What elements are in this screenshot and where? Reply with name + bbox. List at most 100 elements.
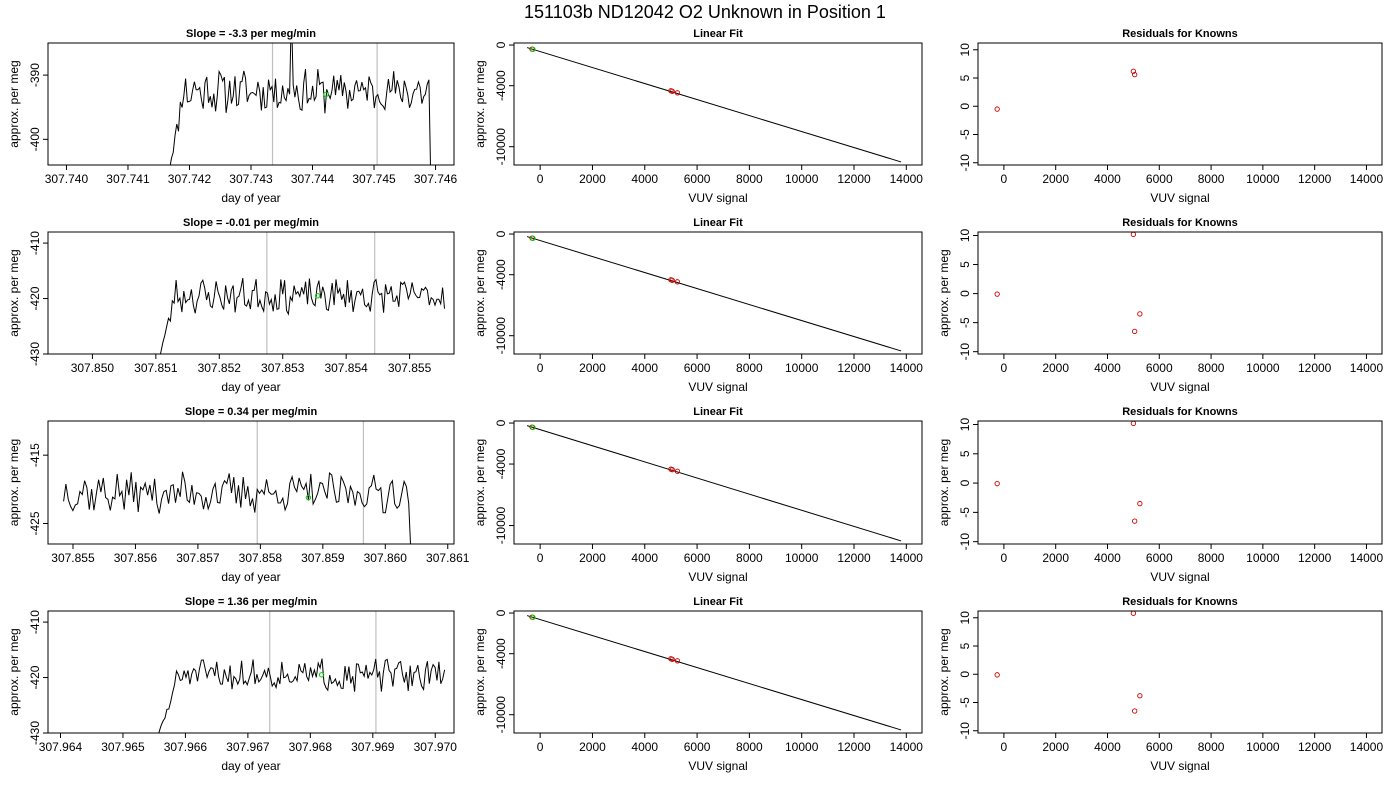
unknown-point xyxy=(530,614,536,621)
y-tick-label: 0 xyxy=(958,103,972,110)
panel-title: Linear Fit xyxy=(693,406,743,418)
x-axis-label: VUV signal xyxy=(688,570,747,584)
y-tick-label: -4000 xyxy=(494,638,508,669)
x-tick-label: 307.859 xyxy=(301,551,345,565)
y-tick-label: -420 xyxy=(28,286,42,310)
x-axis-label: day of year xyxy=(221,191,280,205)
x-tick-label: 6000 xyxy=(1146,361,1173,375)
x-tick-label: 307.968 xyxy=(289,740,333,754)
unknown-point xyxy=(318,672,325,678)
y-tick-label: -10 xyxy=(958,533,972,551)
y-tick-label: 0 xyxy=(494,230,508,237)
plot-frame xyxy=(47,42,455,166)
plot-frame xyxy=(977,42,1383,166)
y-axis-label: approx. per meg xyxy=(7,249,21,336)
y-tick-label: 0 xyxy=(494,609,508,616)
plot-frame xyxy=(513,610,923,734)
x-tick-label: 0 xyxy=(1001,551,1008,565)
x-tick-label: 14000 xyxy=(1350,361,1384,375)
x-tick-label: 6000 xyxy=(684,551,711,565)
x-tick-label: 10000 xyxy=(785,172,819,186)
x-tick-label: 307.852 xyxy=(198,361,242,375)
x-tick-label: 10000 xyxy=(1246,361,1280,375)
y-tick-label: -5 xyxy=(958,129,972,140)
panel-title: Linear Fit xyxy=(693,217,743,229)
y-tick-label: -400 xyxy=(28,127,42,151)
x-tick-label: 8000 xyxy=(736,551,763,565)
panel-title: Slope = 1.36 per meg/min xyxy=(185,596,318,608)
y-tick-label: -10 xyxy=(958,343,972,361)
x-tick-label: 4000 xyxy=(631,172,658,186)
known-point xyxy=(674,90,681,96)
x-tick-label: 4000 xyxy=(631,740,658,754)
x-tick-label: 0 xyxy=(1001,361,1008,375)
x-tick-label: 0 xyxy=(537,740,544,754)
x-tick-label: 12000 xyxy=(1298,361,1332,375)
y-tick-label: -10 xyxy=(958,722,972,740)
known-point xyxy=(1130,68,1137,74)
plot-frame xyxy=(977,231,1383,355)
x-tick-label: 12000 xyxy=(1298,172,1332,186)
x-tick-label: 2000 xyxy=(1042,740,1069,754)
y-tick-label: -425 xyxy=(28,511,42,535)
y-tick-label: 5 xyxy=(958,642,972,649)
x-tick-label: 8000 xyxy=(736,740,763,754)
x-tick-label: 307.740 xyxy=(45,172,89,186)
x-tick-label: 4000 xyxy=(1094,740,1121,754)
x-tick-label: 10000 xyxy=(785,740,819,754)
y-axis-label: approx. per meg xyxy=(937,439,951,526)
y-tick-label: -10000 xyxy=(494,696,508,734)
x-tick-label: 307.857 xyxy=(176,551,220,565)
known-point xyxy=(994,106,1000,112)
y-axis-label: approx. per meg xyxy=(473,60,487,147)
known-point xyxy=(994,672,1000,678)
fit-line xyxy=(526,47,902,163)
y-tick-label: -5 xyxy=(958,697,972,708)
y-tick-label: 0 xyxy=(958,479,972,486)
x-tick-label: 14000 xyxy=(890,172,924,186)
y-tick-label: -10000 xyxy=(494,317,508,355)
x-axis-label: VUV signal xyxy=(1150,191,1209,205)
x-tick-label: 12000 xyxy=(1298,551,1332,565)
series-line xyxy=(159,278,445,354)
panel-title: Residuals for Knowns xyxy=(1122,596,1238,608)
known-point xyxy=(1132,518,1138,524)
panel-r2-linear-fit: Linear Fit 0 2000 4000 6000 8000 10000 12000 140… xyxy=(473,217,923,394)
panel-r3-timeseries: Slope = 0.34 per meg/min 307.855 307.856 30… xyxy=(7,406,470,584)
y-tick-label: 5 xyxy=(958,261,972,268)
x-tick-label: 6000 xyxy=(684,361,711,375)
x-tick-label: 0 xyxy=(1001,172,1008,186)
known-point xyxy=(1132,328,1138,334)
x-tick-label: 0 xyxy=(537,551,544,565)
x-tick-label: 307.970 xyxy=(414,740,458,754)
x-tick-label: 307.855 xyxy=(388,361,432,375)
x-tick-label: 2000 xyxy=(1042,361,1069,375)
x-axis-label: VUV signal xyxy=(1150,380,1209,394)
y-tick-label: -10000 xyxy=(494,507,508,545)
x-tick-label: 14000 xyxy=(890,361,924,375)
known-point xyxy=(1137,500,1143,507)
x-tick-label: 307.744 xyxy=(291,172,335,186)
x-tick-label: 10000 xyxy=(785,361,819,375)
known-point xyxy=(1138,166,1142,170)
x-axis-label: VUV signal xyxy=(688,380,747,394)
x-tick-label: 14000 xyxy=(1350,740,1384,754)
x-tick-label: 6000 xyxy=(684,172,711,186)
y-tick-label: -415 xyxy=(28,443,42,467)
x-tick-label: 307.745 xyxy=(352,172,396,186)
unknown-point xyxy=(530,235,536,242)
plot-frame xyxy=(513,42,923,166)
panel-title: Residuals for Knowns xyxy=(1122,406,1238,418)
panel-r1-timeseries: Slope = -3.3 per meg/min 307.740 307.741 30… xyxy=(7,28,458,205)
panel-title: Slope = 0.34 per meg/min xyxy=(185,406,318,418)
x-tick-label: 307.741 xyxy=(106,172,150,186)
x-tick-label: 8000 xyxy=(1198,361,1225,375)
panel-r3-linear-fit: Linear Fit 0 2000 4000 6000 8000 10000 12000 140… xyxy=(473,406,923,584)
y-tick-label: -10 xyxy=(958,154,972,172)
y-tick-label: -430 xyxy=(28,721,42,745)
unknown-point xyxy=(530,424,536,431)
y-tick-label: -10000 xyxy=(494,128,508,166)
y-axis-label: approx. per meg xyxy=(7,628,21,715)
